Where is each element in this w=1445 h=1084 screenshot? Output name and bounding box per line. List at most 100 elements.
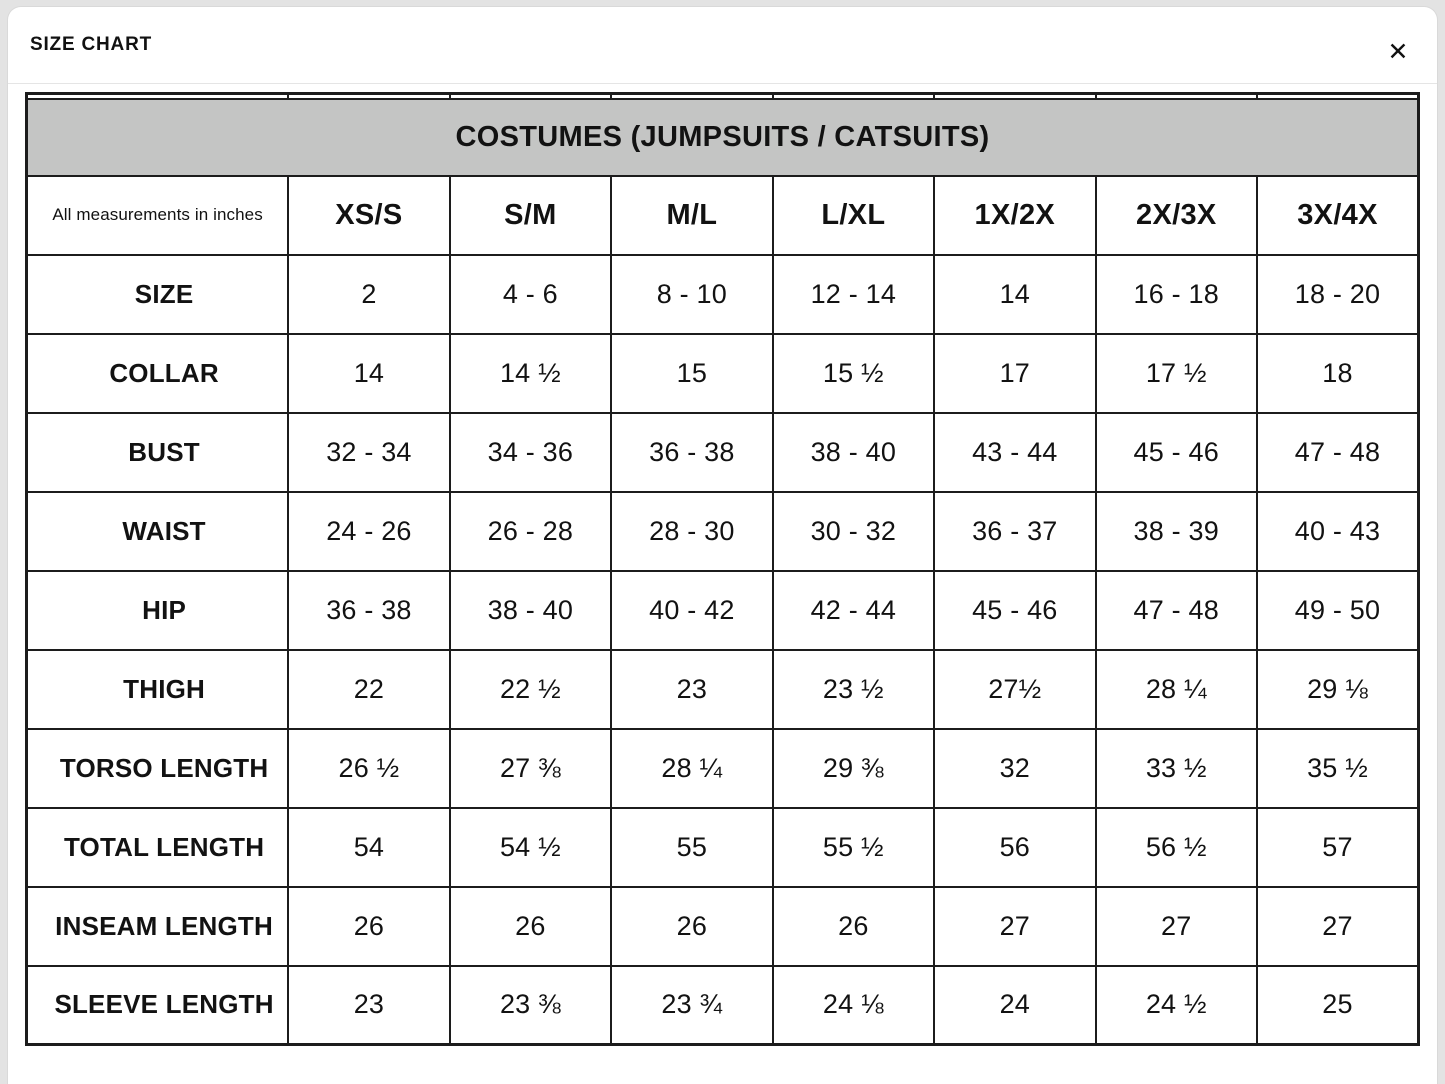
measurement-value: 4 - 6	[448, 253, 613, 335]
measurement-value: 24 ⅛	[771, 964, 936, 1046]
stub-cell	[287, 93, 451, 99]
measurement-value: 47 - 48	[1094, 569, 1259, 651]
close-icon[interactable]: ✕	[1381, 35, 1415, 69]
measurement-value: 14	[933, 253, 1097, 335]
measurement-value: 38 - 40	[771, 411, 936, 493]
measurement-value: 40 - 43	[1256, 490, 1420, 572]
size-column-header: M/L	[610, 174, 774, 256]
measurement-value: 14	[287, 332, 451, 414]
measurement-value: 23 ⅜	[448, 964, 613, 1046]
measurement-value: 2	[287, 253, 451, 335]
measurement-value: 56 ½	[1094, 806, 1259, 888]
modal-header: SIZE CHART ✕	[8, 7, 1437, 84]
table-row: COLLAR 14 14 ½ 15 15 ½ 17 17 ½ 18	[25, 332, 1420, 414]
measurement-value: 14 ½	[448, 332, 613, 414]
measurements-note: All measurements in inches	[25, 174, 290, 256]
measurement-value: 42 - 44	[771, 569, 936, 651]
measurement-value: 54	[287, 806, 451, 888]
table-row: HIP 36 - 38 38 - 40 40 - 42 42 - 44 45 - 46 47…	[25, 569, 1420, 651]
measurement-value: 24 - 26	[287, 490, 451, 572]
stub-cell	[25, 93, 290, 99]
row-label: COLLAR	[25, 332, 290, 414]
measurement-value: 12 - 14	[771, 253, 936, 335]
measurement-value: 56	[933, 806, 1097, 888]
row-label: INSEAM LENGTH	[25, 885, 290, 967]
measurement-value: 54 ½	[448, 806, 613, 888]
row-label: BUST	[25, 411, 290, 493]
measurement-value: 24 ½	[1094, 964, 1259, 1046]
measurement-value: 26 - 28	[448, 490, 613, 572]
measurement-value: 27	[1256, 885, 1420, 967]
stub-cell	[610, 93, 774, 99]
measurement-value: 28 - 30	[610, 490, 774, 572]
measurement-value: 16 - 18	[1094, 253, 1259, 335]
size-chart-table: COSTUMES (JUMPSUITS / CATSUITS) All measu…	[25, 92, 1420, 1046]
measurement-value: 27	[1094, 885, 1259, 967]
measurement-value: 27	[933, 885, 1097, 967]
measurement-value: 26	[287, 885, 451, 967]
row-label: SIZE	[25, 253, 290, 335]
size-chart-table-container: COSTUMES (JUMPSUITS / CATSUITS) All measu…	[8, 84, 1437, 1046]
measurement-value: 28 ¼	[610, 727, 774, 809]
stub-cell	[933, 93, 1097, 99]
measurement-value: 27½	[933, 648, 1097, 730]
measurement-value: 27 ⅜	[448, 727, 613, 809]
row-label: SLEEVE LENGTH	[25, 964, 290, 1046]
row-label: TOTAL LENGTH	[25, 806, 290, 888]
size-column-header: L/XL	[771, 174, 936, 256]
row-label: TORSO LENGTH	[25, 727, 290, 809]
measurement-value: 22	[287, 648, 451, 730]
measurement-value: 43 - 44	[933, 411, 1097, 493]
table-row: TORSO LENGTH 26 ½ 27 ⅜ 28 ¼ 29 ⅜ 32 33 ½ 35 ½	[25, 727, 1420, 809]
table-banner-title: COSTUMES (JUMPSUITS / CATSUITS)	[25, 97, 1420, 177]
measurement-value: 35 ½	[1256, 727, 1420, 809]
measurement-value: 30 - 32	[771, 490, 936, 572]
measurement-value: 18	[1256, 332, 1420, 414]
size-column-header: S/M	[448, 174, 613, 256]
measurement-value: 36 - 38	[287, 569, 451, 651]
measurement-value: 34 - 36	[448, 411, 613, 493]
table-row: BUST 32 - 34 34 - 36 36 - 38 38 - 40 43 - 44 4…	[25, 411, 1420, 493]
table-row: TOTAL LENGTH 54 54 ½ 55 55 ½ 56 56 ½ 57	[25, 806, 1420, 888]
measurement-value: 23 ½	[771, 648, 936, 730]
measurement-value: 8 - 10	[610, 253, 774, 335]
measurement-value: 49 - 50	[1256, 569, 1420, 651]
measurement-value: 40 - 42	[610, 569, 774, 651]
measurement-value: 28 ¼	[1094, 648, 1259, 730]
measurement-value: 55 ½	[771, 806, 936, 888]
measurement-value: 45 - 46	[1094, 411, 1259, 493]
column-header-row: All measurements in inches XS/S S/M M/L L/XL…	[25, 174, 1420, 256]
measurement-value: 25	[1256, 964, 1420, 1046]
measurement-value: 23	[610, 648, 774, 730]
measurement-value: 55	[610, 806, 774, 888]
table-top-stub-row	[25, 93, 1420, 99]
measurement-value: 33 ½	[1094, 727, 1259, 809]
row-label: WAIST	[25, 490, 290, 572]
measurement-value: 26	[771, 885, 936, 967]
measurement-value: 32	[933, 727, 1097, 809]
stub-cell	[771, 93, 936, 99]
row-label: HIP	[25, 569, 290, 651]
measurement-value: 57	[1256, 806, 1420, 888]
measurement-value: 26	[610, 885, 774, 967]
size-chart-modal: SIZE CHART ✕ COSTUMES (JUMPSUITS / CATSU…	[7, 6, 1438, 1084]
measurement-value: 45 - 46	[933, 569, 1097, 651]
measurement-value: 22 ½	[448, 648, 613, 730]
measurement-value: 29 ⅜	[771, 727, 936, 809]
size-column-header: 1X/2X	[933, 174, 1097, 256]
measurement-value: 24	[933, 964, 1097, 1046]
measurement-value: 23 ¾	[610, 964, 774, 1046]
stub-cell	[1256, 93, 1420, 99]
table-row: WAIST 24 - 26 26 - 28 28 - 30 30 - 32 36 - 37…	[25, 490, 1420, 572]
measurement-value: 32 - 34	[287, 411, 451, 493]
size-column-header: 2X/3X	[1094, 174, 1259, 256]
measurement-value: 26	[448, 885, 613, 967]
measurement-value: 17 ½	[1094, 332, 1259, 414]
measurement-value: 29 ⅛	[1256, 648, 1420, 730]
stub-cell	[1094, 93, 1259, 99]
measurement-value: 23	[287, 964, 451, 1046]
measurement-value: 36 - 38	[610, 411, 774, 493]
size-column-header: XS/S	[287, 174, 451, 256]
stub-cell	[448, 93, 613, 99]
